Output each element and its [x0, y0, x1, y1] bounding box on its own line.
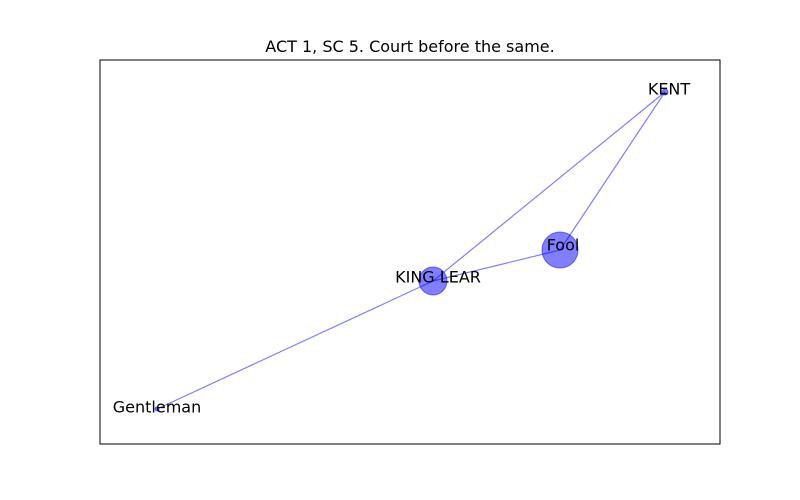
node-label-kent: KENT: [648, 80, 691, 99]
nodes-layer: [154, 88, 669, 412]
figure-title: ACT 1, SC 5. Court before the same.: [265, 37, 554, 56]
node-king-lear: [418, 266, 448, 296]
node-label-fool: Fool: [547, 236, 580, 255]
node-gentleman: [154, 406, 160, 412]
edge-fool-king-lear: [432, 249, 561, 282]
node-fool: [541, 231, 579, 269]
node-kent: [661, 88, 669, 96]
edges-layer: [156, 91, 666, 410]
node-label-gentleman: Gentleman: [113, 398, 201, 417]
edge-king-lear-gentleman: [156, 280, 434, 410]
edge-kent-fool: [559, 91, 666, 251]
edge-kent-king-lear: [432, 91, 666, 282]
labels-layer: KENT Fool KING LEAR Gentleman: [113, 80, 691, 417]
node-label-king-lear: KING LEAR: [395, 268, 481, 287]
plot-frame: [99, 59, 721, 445]
